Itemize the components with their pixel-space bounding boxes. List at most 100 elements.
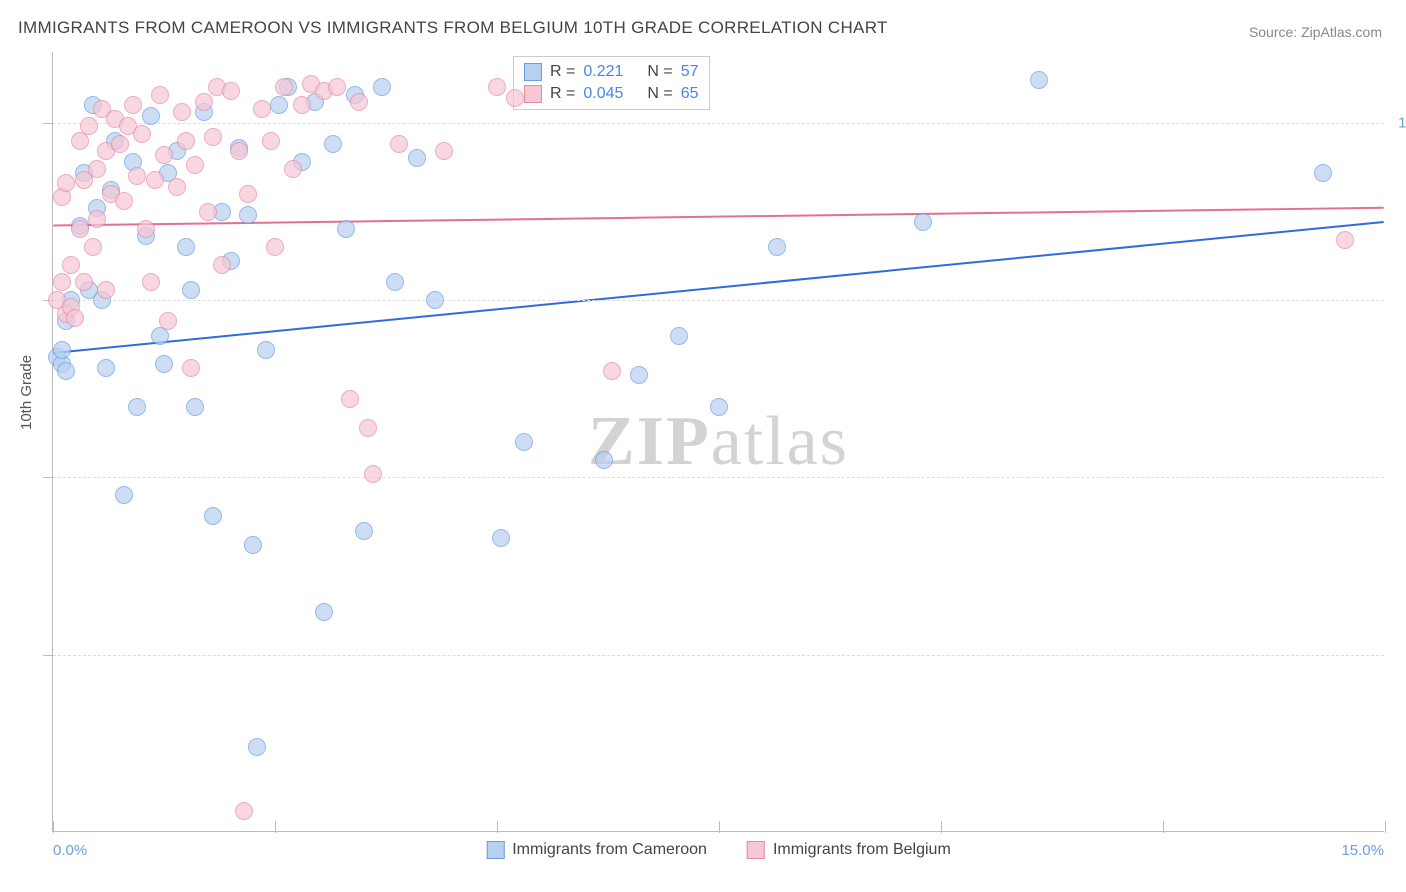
data-point [244, 536, 262, 554]
data-point [80, 117, 98, 135]
data-point [88, 210, 106, 228]
data-point [186, 156, 204, 174]
data-point [248, 738, 266, 756]
data-point [62, 256, 80, 274]
data-point [115, 486, 133, 504]
n-label: N = [647, 63, 672, 81]
r-label: R = [550, 63, 575, 81]
data-point [97, 359, 115, 377]
x-tick [941, 821, 942, 833]
legend-label-2: Immigrants from Belgium [773, 841, 951, 859]
data-point [159, 312, 177, 330]
n-value-1: 57 [681, 63, 699, 81]
x-tick [1385, 821, 1386, 833]
grid-line [53, 477, 1384, 478]
data-point [341, 390, 359, 408]
plot-area: ZIPatlas R = 0.221 N = 57 R = 0.045 N = … [52, 52, 1384, 832]
data-point [155, 355, 173, 373]
legend-item-2: Immigrants from Belgium [747, 841, 951, 859]
data-point [133, 125, 151, 143]
data-point [426, 291, 444, 309]
data-point [66, 309, 84, 327]
y-axis-title: 10th Grade [18, 355, 35, 430]
grid-line [53, 655, 1384, 656]
data-point [182, 359, 200, 377]
data-point [266, 238, 284, 256]
x-tick [719, 821, 720, 833]
data-point [337, 220, 355, 238]
data-point [177, 238, 195, 256]
legend-stats-box: R = 0.221 N = 57 R = 0.045 N = 65 [513, 56, 710, 110]
data-point [142, 273, 160, 291]
data-point [373, 78, 391, 96]
grid-line [53, 123, 1384, 124]
data-point [257, 341, 275, 359]
data-point [408, 149, 426, 167]
data-point [1336, 231, 1354, 249]
y-tick-label: 100.0% [1398, 114, 1406, 131]
x-tick [275, 821, 276, 833]
legend-bottom: Immigrants from Cameroon Immigrants from… [486, 841, 951, 859]
data-point [670, 327, 688, 345]
r-value-2: 0.045 [583, 85, 623, 103]
grid-line [53, 300, 1384, 301]
trend-line [53, 222, 1383, 353]
x-tick-label-max: 15.0% [1341, 842, 1384, 859]
data-point [146, 171, 164, 189]
n-value-2: 65 [681, 85, 699, 103]
data-point [88, 160, 106, 178]
data-point [168, 178, 186, 196]
data-point [115, 192, 133, 210]
data-point [195, 93, 213, 111]
data-point [630, 366, 648, 384]
data-point [710, 398, 728, 416]
data-point [386, 273, 404, 291]
data-point [199, 203, 217, 221]
data-point [177, 132, 195, 150]
data-point [142, 107, 160, 125]
data-point [239, 206, 257, 224]
data-point [768, 238, 786, 256]
data-point [253, 100, 271, 118]
chart-title: IMMIGRANTS FROM CAMEROON VS IMMIGRANTS F… [18, 18, 888, 38]
swatch-series2 [524, 85, 542, 103]
data-point [173, 103, 191, 121]
data-point [359, 419, 377, 437]
legend-item-1: Immigrants from Cameroon [486, 841, 707, 859]
r-value-1: 0.221 [583, 63, 623, 81]
n-label: N = [647, 85, 672, 103]
r-label: R = [550, 85, 575, 103]
swatch-series1 [524, 63, 542, 81]
data-point [84, 238, 102, 256]
data-point [151, 86, 169, 104]
data-point [435, 142, 453, 160]
data-point [506, 89, 524, 107]
data-point [1314, 164, 1332, 182]
data-point [355, 522, 373, 540]
data-point [186, 398, 204, 416]
data-point [124, 96, 142, 114]
data-point [97, 281, 115, 299]
data-point [488, 78, 506, 96]
data-point [57, 174, 75, 192]
data-point [270, 96, 288, 114]
data-point [71, 220, 89, 238]
data-point [128, 167, 146, 185]
data-point [57, 362, 75, 380]
data-point [324, 135, 342, 153]
data-point [262, 132, 280, 150]
swatch-series2-bottom [747, 841, 765, 859]
data-point [155, 146, 173, 164]
data-point [230, 142, 248, 160]
data-point [315, 603, 333, 621]
legend-label-1: Immigrants from Cameroon [512, 841, 707, 859]
data-point [204, 128, 222, 146]
legend-row-series2: R = 0.045 N = 65 [524, 83, 699, 105]
data-point [492, 529, 510, 547]
source-label: Source: ZipAtlas.com [1249, 24, 1382, 40]
data-point [515, 433, 533, 451]
data-point [137, 220, 155, 238]
data-point [204, 507, 222, 525]
data-point [350, 93, 368, 111]
data-point [53, 273, 71, 291]
